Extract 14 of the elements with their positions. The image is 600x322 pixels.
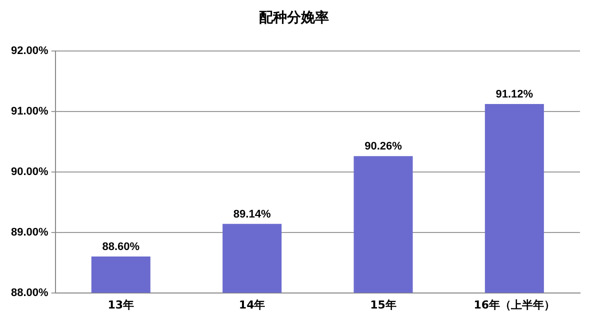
x-tick-label: 15年 (370, 298, 396, 312)
y-tick-label: 92.00% (10, 44, 49, 57)
y-tick-label: 88.00% (10, 286, 49, 299)
data-label: 89.14% (233, 208, 271, 220)
y-tick-label: 89.00% (10, 226, 49, 238)
y-tick-label: 91.00% (10, 105, 49, 118)
data-label: 90.26% (364, 140, 402, 153)
chart-title: 配种分娩率 (259, 9, 329, 26)
data-label: 88.60% (102, 241, 140, 254)
x-tick-label: 13年 (108, 298, 134, 312)
y-tick-label: 90.00% (10, 166, 49, 178)
x-tick-label: 16年（上半年） (474, 298, 556, 312)
x-tick-label: 14年 (238, 298, 266, 312)
data-label: 91.12% (496, 88, 534, 101)
